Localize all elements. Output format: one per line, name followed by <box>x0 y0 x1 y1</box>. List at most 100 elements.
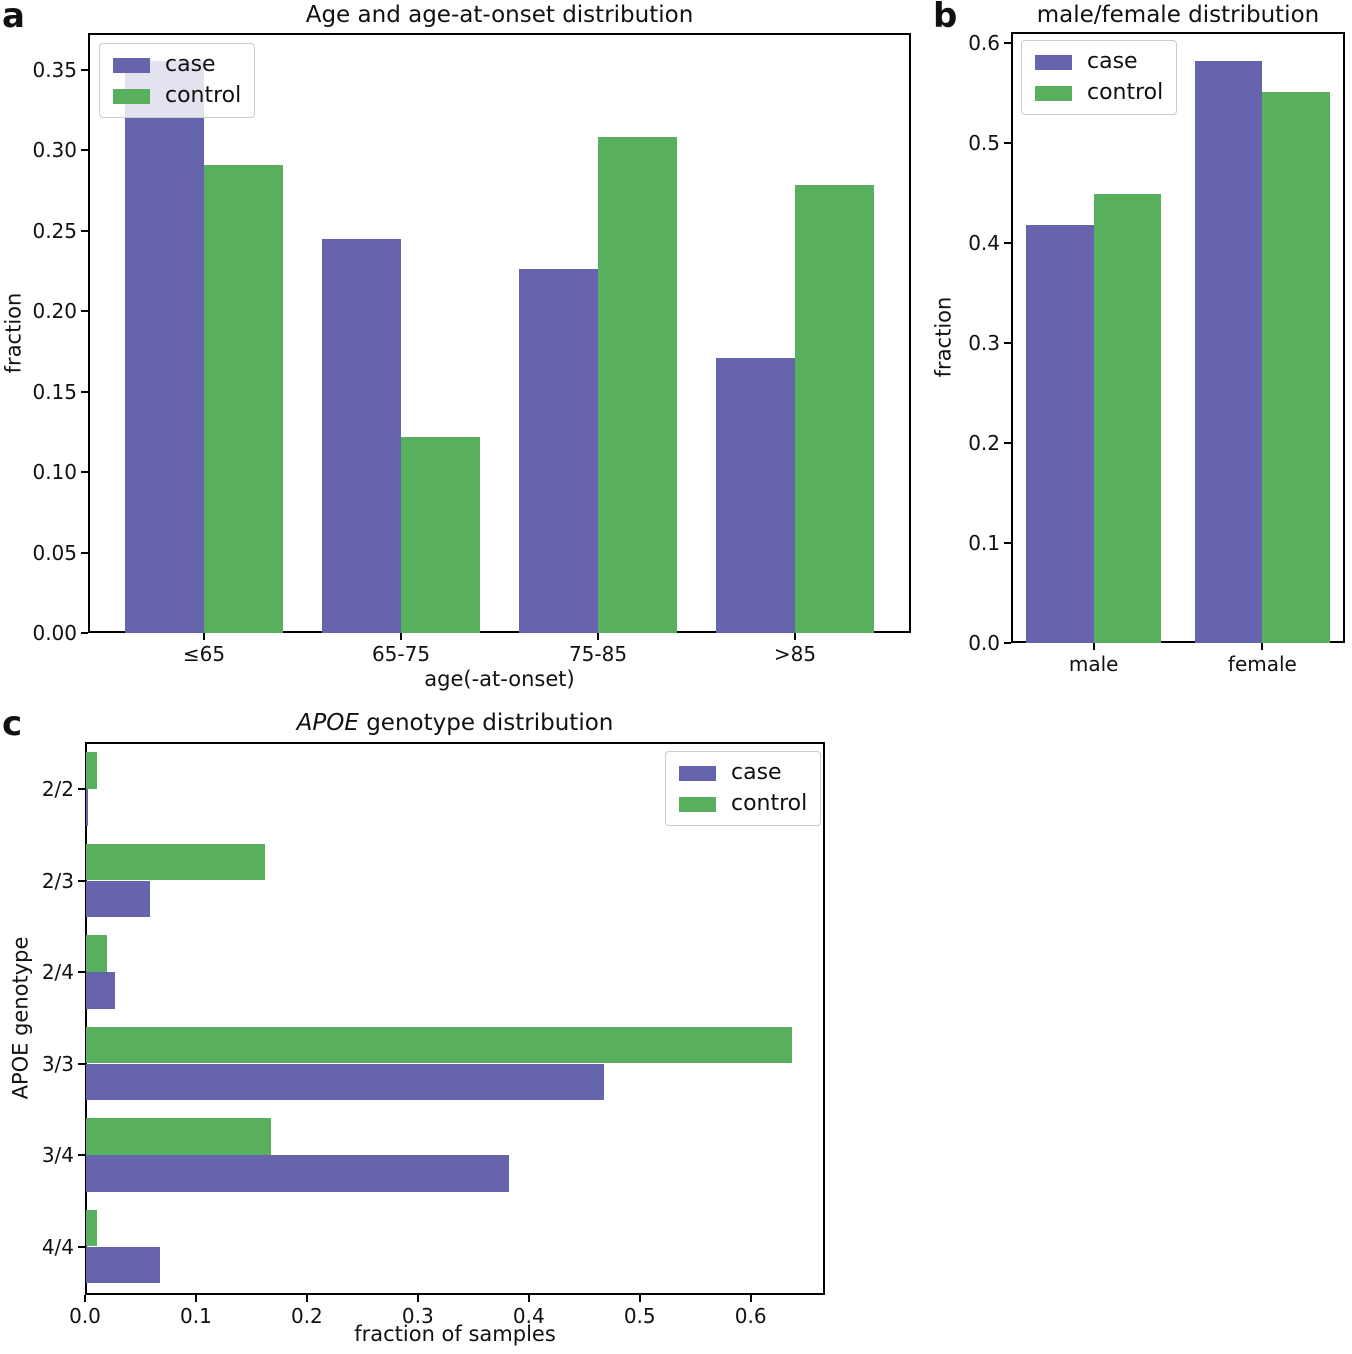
legend-apoe: case control <box>665 751 822 827</box>
panel-label-b: b <box>933 0 958 36</box>
bar-age-control-1 <box>401 436 480 633</box>
bar-age-control-2 <box>598 137 677 633</box>
y-axis-label-age: fraction <box>1 292 26 374</box>
bar-apoe-control-1 <box>86 843 265 881</box>
y-tick-apoe <box>78 1062 85 1065</box>
legend-swatch-case <box>113 57 150 73</box>
legend-label-control: control <box>731 791 808 817</box>
y-tick-apoe <box>78 788 85 790</box>
x-tick-label-sex-0: male <box>1068 652 1119 676</box>
y-tick-age <box>81 68 88 71</box>
x-tick-apoe <box>527 1295 530 1302</box>
legend-swatch-case <box>1035 54 1072 70</box>
y-tick-sex <box>1004 342 1011 344</box>
x-tick-age <box>597 633 599 640</box>
legend-label-control: control <box>165 83 242 109</box>
x-tick-label-apoe: 0.5 <box>623 1304 656 1328</box>
y-tick-label-apoe-2: 2/4 <box>41 960 74 984</box>
bar-sex-case-1 <box>1194 61 1263 643</box>
x-tick-apoe <box>84 1295 86 1302</box>
y-tick-label-apoe-0: 2/2 <box>41 777 74 801</box>
x-tick-label-apoe: 0.6 <box>734 1304 767 1328</box>
x-tick-label-age-2: 75-85 <box>568 642 628 666</box>
panel-label-a: a <box>2 0 25 36</box>
legend-row-control: control <box>1035 80 1163 105</box>
bar-apoe-control-4 <box>86 1118 272 1155</box>
legend-label-case: case <box>731 760 782 785</box>
y-tick-label-age: 0.10 <box>32 460 77 484</box>
bar-sex-control-0 <box>1093 194 1162 643</box>
y-tick-sex <box>1004 242 1011 244</box>
x-tick-apoe <box>416 1295 419 1302</box>
title-italic-part: APOE <box>296 710 359 736</box>
legend-swatch-case <box>679 765 716 781</box>
x-tick-label-age-1: 65-75 <box>371 642 431 666</box>
y-tick-label-apoe-1: 2/3 <box>41 868 74 893</box>
y-tick-age <box>81 471 88 473</box>
bar-apoe-case-2 <box>86 972 115 1009</box>
bar-apoe-control-3 <box>86 1026 792 1064</box>
bar-apoe-case-0 <box>86 789 89 826</box>
legend-row-case: case <box>1035 49 1163 74</box>
y-tick-label-age: 0.25 <box>32 218 77 243</box>
x-tick-sex <box>1261 643 1264 650</box>
legend-row-control: control <box>679 791 808 817</box>
title-part: genotype distribution <box>358 710 614 736</box>
y-axis-label-sex: fraction <box>931 296 956 378</box>
x-tick-label-sex-1: female <box>1227 652 1297 676</box>
legend-row-case: case <box>113 52 241 77</box>
bar-age-control-3 <box>795 185 874 633</box>
bar-apoe-case-4 <box>86 1155 509 1192</box>
bar-apoe-case-3 <box>86 1063 605 1101</box>
y-tick-label-sex: 0.2 <box>968 431 1000 455</box>
x-tick-apoe <box>305 1295 308 1302</box>
x-tick-age <box>794 633 796 640</box>
chart-title-apoe: APOE genotype distribution <box>297 710 614 738</box>
bar-apoe-control-2 <box>86 935 108 972</box>
x-axis-label-apoe: fraction of samples <box>354 1322 556 1346</box>
y-tick-age <box>81 632 88 634</box>
y-tick-label-apoe-5: 4/4 <box>41 1234 74 1259</box>
y-tick-label-apoe-3: 3/3 <box>41 1051 74 1076</box>
bar-age-case-1 <box>322 238 401 633</box>
bar-apoe-control-5 <box>86 1209 98 1247</box>
legend-row-control: control <box>113 83 242 109</box>
legend-age: case control <box>99 43 256 119</box>
y-tick-age <box>81 310 88 313</box>
panel-label-c: c <box>2 704 23 744</box>
y-tick-label-age: 0.30 <box>32 138 77 163</box>
legend-sex: case control <box>1021 40 1178 116</box>
y-tick-label-age: 0.15 <box>32 379 77 404</box>
x-tick-label-apoe: 0.4 <box>512 1304 545 1328</box>
plot-area-apoe <box>85 742 825 1295</box>
x-tick-label-apoe: 0.2 <box>290 1304 323 1328</box>
legend-swatch-control <box>1035 85 1072 101</box>
bar-apoe-control-0 <box>86 752 98 789</box>
chart-title-age: Age and age-at-onset distribution <box>305 2 694 28</box>
y-tick-apoe <box>78 1245 85 1248</box>
x-tick-label-age-0: ≤65 <box>182 642 226 666</box>
y-tick-sex <box>1004 642 1011 644</box>
x-tick-label-age-3: >85 <box>773 642 817 666</box>
bar-age-case-3 <box>716 357 795 633</box>
legend-label-case: case <box>1087 49 1138 74</box>
y-tick-label-age: 0.20 <box>32 299 77 324</box>
y-tick-sex <box>1004 42 1011 44</box>
bar-age-case-2 <box>519 269 598 633</box>
y-tick-age <box>81 149 88 152</box>
y-tick-label-sex: 0.6 <box>968 31 1000 55</box>
legend-row-case: case <box>679 760 807 785</box>
y-tick-label-sex: 0.1 <box>968 531 1000 555</box>
legend-swatch-control <box>679 796 716 812</box>
chart-title-sex: male/female distribution <box>1036 2 1320 28</box>
bar-sex-control-1 <box>1262 92 1330 643</box>
bar-age-case-0 <box>125 61 204 633</box>
x-tick-label-apoe: 0.1 <box>180 1304 212 1328</box>
legend-label-case: case <box>165 52 216 77</box>
y-tick-label-sex: 0.3 <box>968 331 1000 355</box>
x-tick-apoe <box>194 1295 197 1302</box>
y-tick-sex <box>1004 442 1011 444</box>
y-axis-label-apoe: APOE genotype <box>8 936 33 1100</box>
y-tick-sex <box>1004 142 1011 144</box>
